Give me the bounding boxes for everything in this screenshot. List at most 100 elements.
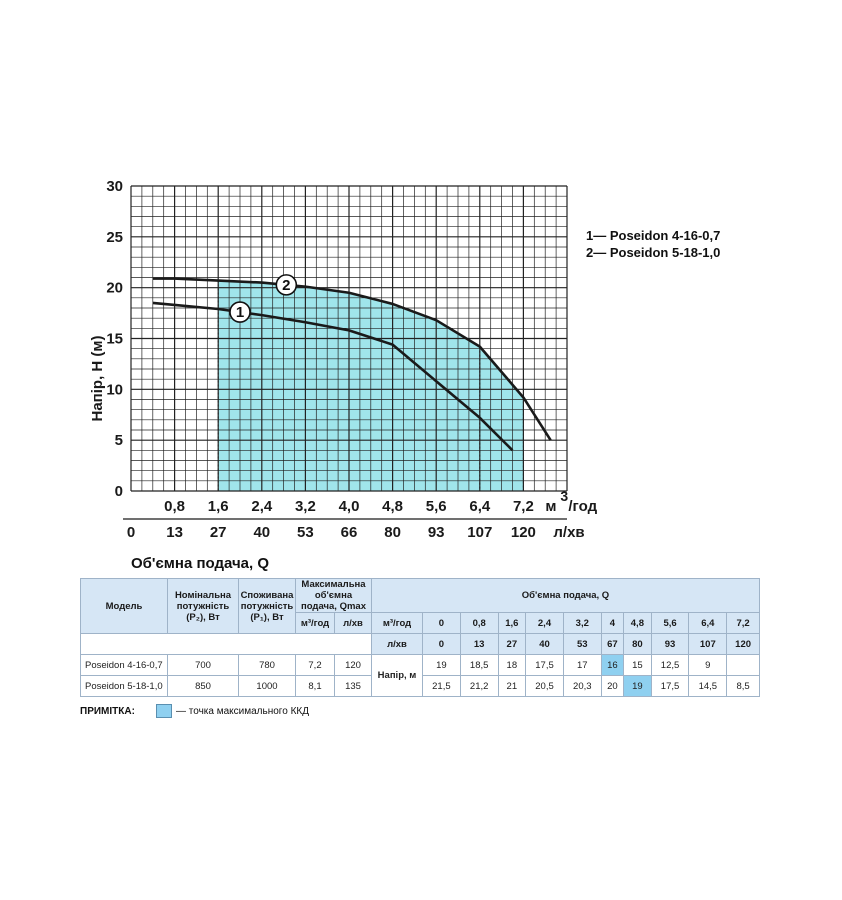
p1-cell: 780 (238, 654, 296, 676)
head-value-cell (726, 654, 760, 676)
y-tick-label: 20 (106, 280, 123, 297)
head-value-cell: 21,5 (422, 675, 461, 697)
x-tick-label-lmin: 93 (428, 524, 445, 541)
table-row: Poseidon 4-16-0,7 700 780 7,2 120 Напір, м 19 1… (80, 654, 760, 697)
y-tick-label: 15 (106, 331, 123, 348)
q-l-cell: 120 (726, 633, 760, 655)
head-label-cell: Напір, м (371, 654, 423, 697)
q-l-cell: 67 (600, 633, 625, 655)
head-value-cell: 14,5 (688, 675, 728, 697)
y-tick-label: 10 (106, 381, 123, 398)
q-l-cell: 0 (422, 633, 461, 655)
note-label: ПРИМІТКА: (80, 705, 135, 717)
y-tick-label: 30 (106, 178, 123, 195)
x-unit-lmin: л/хв (553, 524, 584, 541)
head-value-cell: 12,5 (650, 654, 690, 676)
head-value-cell: 18 (497, 654, 527, 676)
q-l-cell: 13 (459, 633, 499, 655)
x-tick-label-lmin: 0 (127, 524, 135, 541)
q-l-cell: 27 (497, 633, 527, 655)
series-marker-label-2: 2 (282, 277, 290, 294)
header-qmax: Максимальна об'ємна подача, Qmax (295, 578, 372, 613)
q-l-cell: 53 (562, 633, 602, 655)
x-tick-label-m3h: 4,8 (382, 498, 403, 515)
head-value-cell: 16 (600, 654, 625, 676)
head-value-cell: 21 (497, 675, 527, 697)
head-value-cell: 17,5 (525, 654, 564, 676)
q-m3-cell: 4,8 (623, 612, 652, 634)
q-l-cell: 93 (650, 633, 690, 655)
x-tick-label-lmin: 27 (210, 524, 227, 541)
spec-table: Модель Номінальна потужність (P₂), Вт Сп… (80, 578, 760, 697)
head-value-cell: 17,5 (650, 675, 690, 697)
q-l-cell: 80 (623, 633, 652, 655)
header-qmax-l: л/хв (334, 612, 372, 634)
header-p1: Споживана потужність (P₁), Вт (238, 578, 296, 634)
x-unit-m3h-base: м (545, 498, 556, 515)
x-axis-title: Об'ємна подача, Q (131, 555, 269, 572)
y-tick-label: 25 (106, 229, 123, 246)
header-spacer (80, 633, 372, 655)
header-row-l: л/хв (371, 633, 423, 655)
x-tick-label-lmin: 13 (166, 524, 183, 541)
head-value-cell: 20 (600, 675, 625, 697)
head-value-cell: 18,5 (459, 654, 499, 676)
head-value-cell: 9 (688, 654, 728, 676)
head-value-cell: 19 (422, 654, 461, 676)
x-tick-label-lmin: 80 (384, 524, 401, 541)
q-l-cell: 107 (688, 633, 728, 655)
header-q: Об'ємна подача, Q (371, 578, 760, 613)
q-m3-cell: 2,4 (525, 612, 564, 634)
x-tick-label-lmin: 120 (511, 524, 536, 541)
qmax-m3-cell: 8,1 (295, 675, 335, 697)
x-tick-label-m3h: 5,6 (426, 498, 447, 515)
table-body: Poseidon 4-16-0,7 700 780 7,2 120 Напір, м 19 1… (80, 654, 760, 697)
x-tick-label-m3h: 3,2 (295, 498, 316, 515)
spec-table-wrapper: Модель Номінальна потужність (P₂), Вт Сп… (80, 578, 760, 697)
series-marker-2 (275, 274, 298, 296)
head-value-cell: 20,5 (525, 675, 564, 697)
x-tick-label-m3h: 4,0 (339, 498, 360, 515)
series-line-1 (152, 301, 514, 452)
x-tick-label-m3h: 2,4 (251, 498, 273, 515)
series-marker-1 (229, 301, 251, 323)
q-m3-cell: 1,6 (497, 612, 527, 634)
q-m3-cell: 0 (422, 612, 461, 634)
p1-cell: 1000 (238, 675, 296, 697)
x-unit-m3h-tail: /год (568, 498, 597, 515)
x-tick-label-lmin: 66 (341, 524, 358, 541)
header-row-m3: м³/год (371, 612, 423, 634)
q-m3-cell: 3,2 (562, 612, 602, 634)
note-swatch (156, 704, 172, 718)
q-m3-cell: 0,8 (459, 612, 499, 634)
header-model: Модель (80, 578, 168, 634)
model-cell: Poseidon 5-18-1,0 (80, 675, 168, 697)
x-unit-m3h-sup: 3 (560, 488, 568, 504)
head-value-cell: 15 (623, 654, 652, 676)
header-qmax-m3: м³/год (295, 612, 335, 634)
y-axis-title: Напір, Н (м) (89, 336, 106, 422)
series-marker-label-1: 1 (236, 304, 244, 321)
head-value-cell: 17 (562, 654, 602, 676)
note-text: — точка максимального ККД (176, 705, 309, 717)
header-p2: Номінальна потужність (P₂), Вт (167, 578, 239, 634)
x-tick-label-m3h: 1,6 (208, 498, 229, 515)
x-tick-label-m3h: 6,4 (469, 498, 491, 515)
q-m3-cell: 6,4 (688, 612, 728, 634)
q-m3-cell: 5,6 (650, 612, 690, 634)
p2-cell: 850 (167, 675, 239, 697)
p2-cell: 700 (167, 654, 239, 676)
table-row: Poseidon 5-18-1,0 850 1000 8,1 135 21,5 21,2 21… (80, 675, 760, 697)
head-value-cell: 20,3 (562, 675, 602, 697)
qmax-m3-cell: 7,2 (295, 654, 335, 676)
q-m3-cell: 7,2 (726, 612, 760, 634)
note: ПРИМІТКА: — точка максимального ККД (80, 704, 309, 718)
y-tick-label: 5 (115, 432, 123, 449)
q-l-cell: 40 (525, 633, 564, 655)
y-tick-label: 0 (115, 483, 123, 500)
x-tick-label-lmin: 53 (297, 524, 314, 541)
qmax-l-cell: 120 (334, 654, 372, 676)
x-tick-label-m3h: 0,8 (164, 498, 185, 515)
legend-entry-2: 2— Poseidon 5-18-1,0 (586, 245, 720, 260)
